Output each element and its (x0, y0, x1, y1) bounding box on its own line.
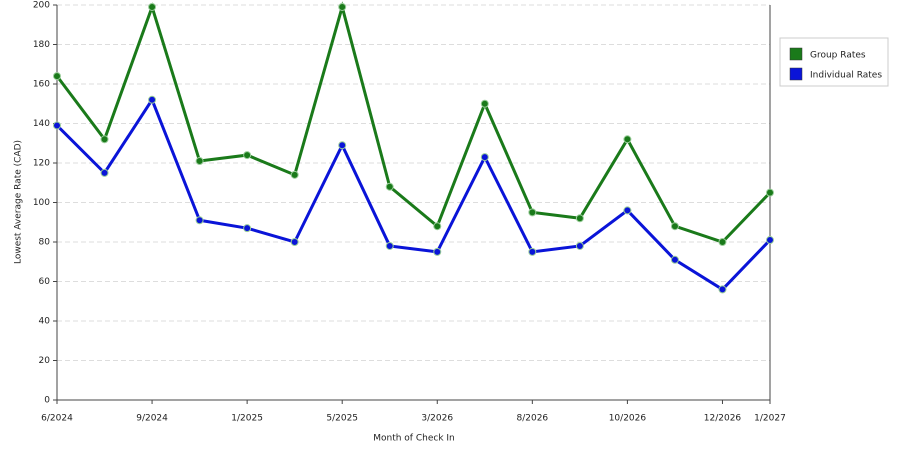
data-point (243, 224, 252, 233)
y-tick-label: 100 (33, 198, 50, 208)
legend-label: Individual Rates (810, 71, 882, 81)
legend-label: Group Rates (810, 51, 866, 61)
y-tick-label: 120 (33, 159, 50, 169)
data-point (100, 168, 109, 177)
series-line (55, 96, 772, 292)
data-point (718, 285, 727, 294)
y-tick-label: 40 (39, 317, 51, 327)
y-tick-label: 200 (33, 1, 50, 11)
data-point (528, 247, 537, 256)
series-line (55, 1, 772, 244)
data-point (766, 236, 774, 245)
data-point (718, 238, 727, 246)
x-tick-label: 8/2026 (516, 414, 548, 424)
data-point (385, 182, 394, 191)
y-tick-label: 60 (39, 277, 51, 287)
data-point (623, 206, 632, 215)
data-point (385, 241, 394, 250)
x-tick-label: 1/2025 (231, 414, 263, 424)
data-point (195, 216, 204, 225)
y-axis-label: Lowest Average Rate (CAD) (14, 140, 24, 264)
data-point (480, 99, 489, 108)
x-tick-label: 3/2026 (421, 414, 453, 424)
data-point (480, 153, 489, 162)
x-tick-label: 6/2024 (41, 414, 73, 424)
y-tick-label: 180 (33, 40, 50, 50)
y-tick-label: 20 (39, 356, 51, 366)
data-point (433, 247, 442, 256)
data-point (433, 222, 442, 231)
legend-swatch (789, 67, 803, 81)
data-point (100, 135, 109, 144)
y-tick-label: 80 (39, 238, 51, 248)
data-point (623, 135, 632, 144)
x-tick-label: 10/2026 (609, 414, 647, 424)
x-tick-label: 1/2027 (754, 414, 786, 424)
data-point (243, 151, 252, 160)
data-point (670, 255, 679, 264)
y-tick-label: 160 (33, 80, 50, 90)
data-point (195, 157, 204, 166)
y-tick-label: 0 (44, 396, 50, 406)
data-point (290, 238, 299, 246)
data-point (148, 2, 157, 11)
data-point (148, 95, 157, 104)
x-axis-label: Month of Check In (373, 434, 455, 444)
data-point (766, 188, 774, 197)
x-tick-label: 12/2026 (704, 414, 742, 424)
data-point (528, 208, 537, 217)
data-point (290, 170, 299, 179)
legend-swatch (789, 47, 803, 61)
data-point (575, 241, 584, 250)
data-point (53, 72, 61, 81)
y-tick-label: 140 (33, 119, 50, 129)
data-point (670, 222, 679, 231)
x-tick-label: 9/2024 (136, 414, 168, 424)
data-point (338, 141, 347, 150)
data-point (338, 2, 347, 11)
data-point (53, 121, 61, 130)
data-point (575, 214, 584, 223)
x-tick-label: 5/2025 (326, 414, 358, 424)
